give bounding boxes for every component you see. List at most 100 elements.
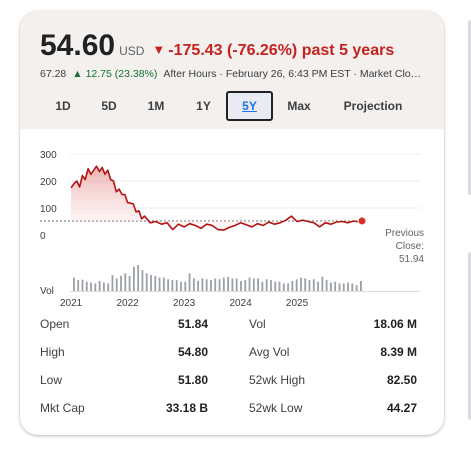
tab-5y[interactable]: 5Y (226, 91, 273, 121)
volume-bar (115, 278, 118, 291)
quote-header: 54.60 USD ▼ -175.43 (-76.26%) past 5 years … (20, 11, 444, 129)
volume-bar (120, 275, 122, 291)
volume-bar (124, 273, 127, 291)
volume-bar (265, 279, 268, 291)
volume-bar (77, 280, 80, 291)
volume-bar (227, 276, 230, 291)
volume-bar (73, 277, 75, 291)
stat-label-52wk-high: 52wk High (249, 373, 306, 387)
x-tick-label: 2024 (229, 298, 252, 309)
stat-label-mkt-cap: Mkt Cap (40, 401, 85, 415)
volume-bar (274, 281, 277, 291)
volume-bar (248, 277, 251, 291)
tab-1d[interactable]: 1D (55, 99, 71, 113)
x-tick-label: 2021 (60, 298, 83, 309)
volume-bar (321, 276, 324, 291)
stock-quote-card: 54.60 USD ▼ -175.43 (-76.26%) past 5 years … (20, 11, 444, 435)
price-chart[interactable]: 300 200 100 0 Previous Close: 51.94 Vol 2021 2022… (20, 129, 444, 309)
volume-bar (102, 282, 105, 291)
volume-bar (90, 282, 92, 291)
x-tick-label: 2023 (173, 298, 196, 309)
volume-bar (205, 279, 208, 291)
tab-5d[interactable]: 5D (101, 99, 117, 113)
y-tick-label: 0 (40, 231, 46, 242)
volume-bar (240, 280, 242, 291)
after-hours-meta: After Hours · February 26, 6:43 PM EST ·… (163, 68, 422, 80)
volume-bar (291, 280, 294, 291)
price-line (70, 165, 363, 231)
last-price-dot (357, 216, 367, 226)
volume-bar (252, 278, 255, 291)
stat-value-avg-vol: 8.39 M (380, 345, 417, 359)
stat-value-high: 54.80 (177, 345, 208, 359)
tab-1m[interactable]: 1M (147, 99, 165, 113)
stat-value-mkt-cap: 33.18 B (165, 401, 208, 415)
volume-bar (98, 280, 101, 291)
after-hours-change: ▲ 12.75 (23.38%) (72, 68, 158, 80)
x-tick-label: 2022 (116, 298, 139, 309)
volume-bar (338, 283, 341, 291)
volume-bar (210, 280, 212, 291)
stat-value-52wk-low: 44.27 (386, 401, 417, 415)
volume-bar (132, 266, 135, 291)
volume-bar (167, 279, 170, 291)
stat-label-52wk-low: 52wk Low (249, 401, 303, 415)
y-tick-label: 300 (40, 150, 57, 161)
previous-close-label: Previous (385, 228, 424, 239)
volume-bar (295, 279, 298, 291)
price-change: ▼ -175.43 (-76.26%) past 5 years (152, 42, 394, 59)
volume-bar (261, 281, 264, 291)
currency-label: USD (119, 44, 145, 58)
adjacent-card-edge (468, 252, 471, 420)
tab-1y[interactable]: 1Y (196, 99, 211, 113)
down-arrow-icon: ▼ (152, 42, 166, 57)
volume-bar (158, 277, 161, 291)
volume-bar (154, 275, 157, 291)
tab-max[interactable]: Max (287, 99, 311, 113)
volume-bar (107, 283, 110, 291)
volume-bar (231, 278, 234, 291)
volume-bar (270, 280, 272, 291)
stat-label-high: High (40, 345, 65, 359)
stat-value-open: 51.84 (177, 317, 208, 331)
volume-bar (244, 280, 247, 291)
volume-bar (197, 280, 200, 291)
x-tick-label: 2025 (286, 298, 309, 309)
price-area-fill (71, 166, 362, 231)
volume-bar (184, 281, 187, 291)
volume-bar (201, 278, 204, 291)
volume-bar (300, 277, 302, 291)
volume-bar (137, 265, 140, 291)
volume-bar (150, 275, 152, 291)
volume-bar (94, 283, 97, 291)
volume-bar (235, 278, 238, 291)
tab-projection[interactable]: Projection (343, 99, 403, 113)
volume-bar (81, 279, 84, 291)
volume-bar (304, 278, 307, 291)
volume-bar (85, 281, 88, 291)
volume-bar (287, 283, 289, 291)
volume-bar (180, 281, 182, 291)
volume-bar (188, 273, 191, 291)
volume-bar (330, 282, 332, 291)
price-row: 54.60 USD ▼ -175.43 (-76.26%) past 5 years (40, 29, 394, 63)
volume-bar (360, 280, 362, 291)
stat-label-vol: Vol (249, 317, 266, 331)
stat-label-open: Open (40, 317, 70, 331)
volume-bar (257, 278, 259, 291)
volume-bar (334, 281, 337, 291)
after-hours-row: 67.28 ▲ 12.75 (23.38%) After Hours · Febru… (40, 68, 421, 80)
volume-bar (312, 279, 315, 291)
stat-label-low: Low (40, 373, 63, 387)
volume-bar (317, 281, 319, 291)
volume-bar (111, 275, 114, 291)
volume-axis-label: Vol (40, 286, 54, 297)
volume-bar (282, 283, 285, 291)
current-price: 54.60 (40, 29, 116, 62)
volume-bar (355, 285, 358, 291)
volume-bar (145, 273, 148, 291)
volume-bar (347, 282, 349, 291)
stat-value-52wk-high: 82.50 (386, 373, 417, 387)
volume-bar (308, 280, 311, 291)
volume-bar (214, 278, 217, 291)
